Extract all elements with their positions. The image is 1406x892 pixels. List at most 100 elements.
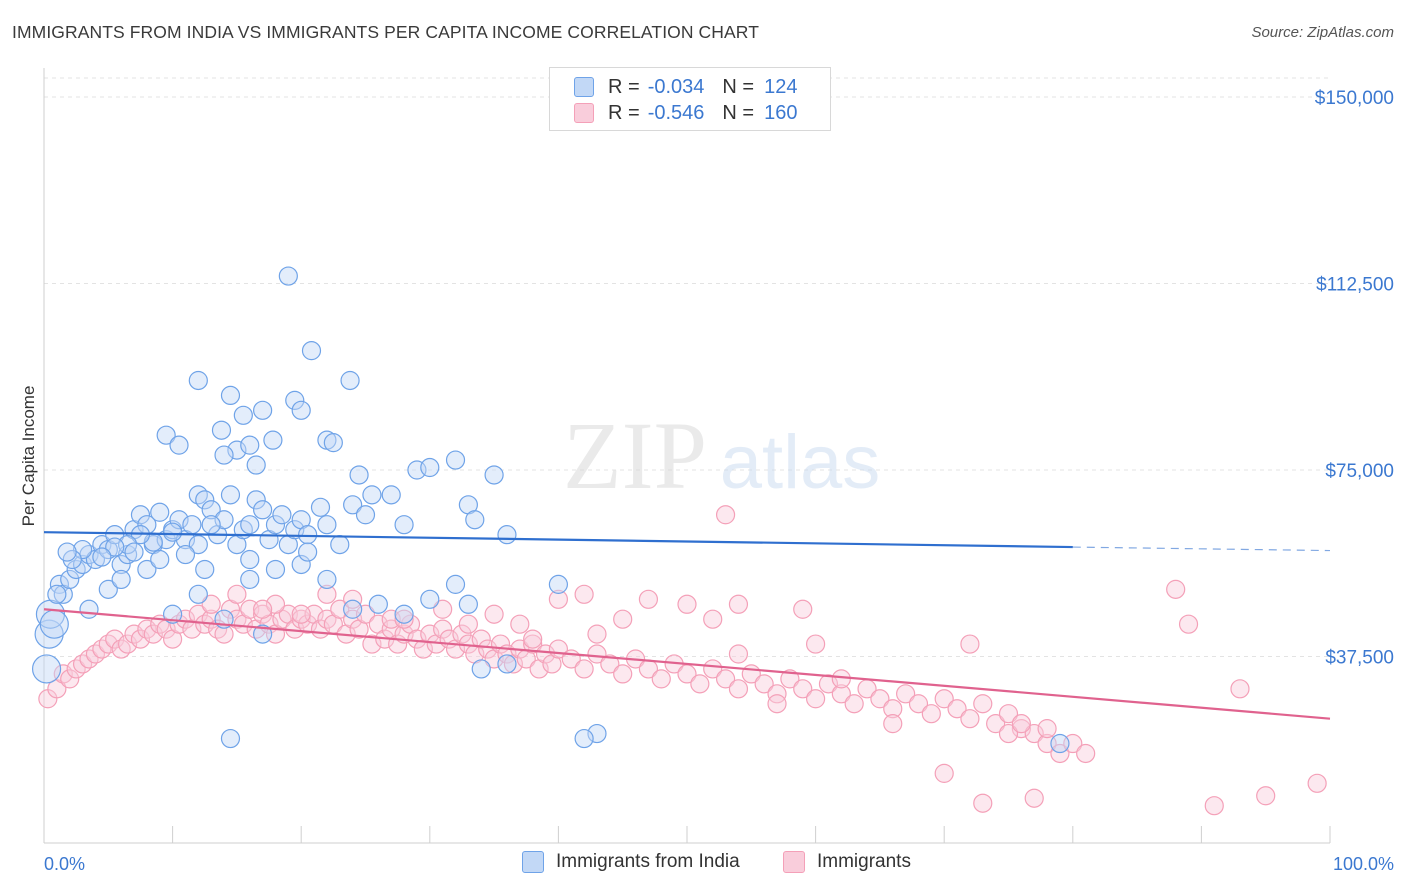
immigrants-point: [253, 604, 273, 624]
india-point: [465, 510, 485, 530]
immigrants-point: [548, 589, 569, 609]
immigrants-point: [574, 584, 594, 604]
india-point: [57, 542, 77, 562]
immigrants-point: [117, 634, 138, 654]
immigrants-point: [535, 644, 556, 664]
immigrants-point: [484, 604, 504, 624]
india-point: [220, 485, 241, 505]
india-point: [484, 465, 504, 485]
y-tick-label: $112,500: [1316, 275, 1394, 296]
legend-item-immigrants[interactable]: Immigrants: [783, 851, 911, 873]
india-point: [291, 554, 311, 575]
legend-item-india[interactable]: Immigrants from India: [522, 851, 740, 873]
y-tick-label: $150,000: [1315, 88, 1394, 109]
india-point: [66, 559, 86, 580]
trend-lines: [43, 531, 1331, 720]
immigrants-point: [960, 709, 980, 729]
y-tick-label: $37,500: [1325, 648, 1394, 669]
india-point: [150, 549, 170, 570]
immigrants-point: [690, 674, 710, 694]
india-point: [169, 435, 189, 455]
immigrants-point: [1011, 714, 1031, 734]
immigrants-point: [587, 624, 607, 644]
immigrants-point: [754, 674, 774, 694]
immigrants-point: [98, 634, 118, 654]
trend-line-immigrants: [43, 608, 1331, 720]
source-note: Source: ZipAtlas.com: [1251, 24, 1394, 41]
immigrants-point: [66, 659, 86, 679]
immigrants-point: [124, 624, 144, 644]
immigrants-point: [291, 609, 311, 629]
india-point: [31, 654, 62, 684]
immigrants-point: [574, 659, 594, 679]
india-point: [420, 457, 440, 478]
immigrants-point: [1024, 788, 1044, 808]
chart-title: IMMIGRANTS FROM INDIA VS IMMIGRANTS PER …: [12, 22, 760, 42]
india-point: [278, 266, 298, 286]
immigrants-point: [433, 619, 453, 639]
india-point: [587, 723, 607, 744]
india-point: [394, 604, 414, 624]
india-point: [220, 385, 241, 405]
india-point: [240, 515, 260, 535]
series-india-points: [31, 266, 1070, 754]
correlation-legend: R = -0.034 N = 124 R = -0.546 N = 160: [549, 67, 831, 131]
immigrants-point: [60, 669, 80, 689]
india-point: [362, 485, 382, 505]
immigrants-point: [947, 699, 967, 719]
india-point: [195, 559, 215, 580]
india-point: [253, 624, 273, 644]
india-point: [263, 430, 283, 450]
immigrants-point: [130, 629, 151, 649]
india-point: [240, 549, 260, 570]
immigrants-point: [677, 594, 697, 614]
india-point: [92, 547, 112, 567]
india-point: [220, 728, 241, 749]
immigrants-point: [452, 624, 472, 644]
india-point: [355, 505, 376, 525]
watermark-zip: ZIP: [563, 402, 707, 509]
india-point: [265, 559, 286, 580]
legend-n-label: N =: [722, 101, 755, 124]
india-point: [175, 544, 196, 565]
immigrants-point: [1256, 786, 1276, 806]
series-legend: Immigrants from India Immigrants: [0, 851, 1406, 879]
immigrants-point: [227, 584, 247, 604]
immigrants-point: [805, 634, 826, 654]
india-point: [497, 654, 517, 674]
immigrants-point: [253, 599, 273, 619]
watermark-atlas: atlas: [720, 420, 881, 505]
immigrants-point: [1076, 743, 1096, 764]
legend-r-label: R =: [608, 75, 640, 98]
india-point: [39, 609, 69, 639]
india-point: [169, 510, 189, 530]
y-tick-labels: $37,500 $75,000 $112,500 $150,000: [1315, 88, 1394, 669]
immigrants-point: [471, 629, 491, 649]
india-point: [124, 542, 144, 562]
india-point: [445, 450, 466, 470]
immigrants-point: [85, 644, 106, 664]
immigrants-point: [407, 629, 427, 649]
india-point: [188, 485, 208, 505]
immigrants-point: [728, 679, 749, 699]
immigrants-point: [175, 609, 196, 629]
x-tick-labels: 0.0% 100.0%: [44, 854, 1394, 874]
india-point: [188, 370, 208, 391]
india-point: [310, 497, 331, 517]
legend-row-immigrants: R = -0.546 N = 160: [574, 101, 797, 125]
india-point: [240, 569, 260, 590]
india-point: [195, 490, 215, 510]
immigrants-point: [715, 505, 736, 525]
immigrants-point: [934, 689, 954, 709]
gridlines: [44, 77, 1330, 657]
legend-label-immigrants: Immigrants: [817, 851, 911, 872]
immigrants-point: [1011, 719, 1031, 739]
immigrants-point: [973, 793, 993, 813]
immigrants-point: [394, 609, 414, 629]
india-point: [343, 599, 363, 619]
india-point: [130, 505, 151, 525]
immigrants-point: [793, 599, 813, 619]
india-point: [72, 539, 93, 560]
india-point: [246, 455, 266, 475]
